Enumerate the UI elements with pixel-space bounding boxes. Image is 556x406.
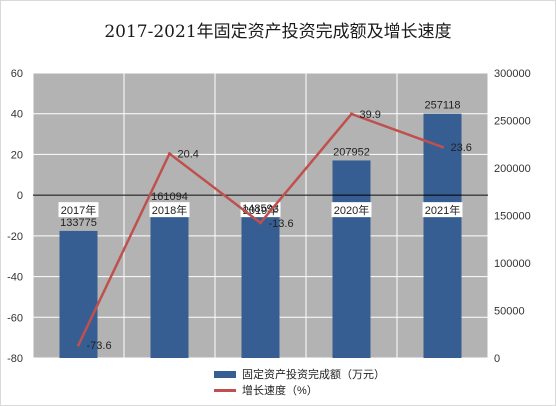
- line-point: [77, 343, 80, 347]
- legend-label-bar: 固定资产投资完成额（万元）: [242, 369, 385, 381]
- category-label-bg: [422, 202, 463, 218]
- y-left-tick-label: -80: [7, 353, 23, 365]
- legend-label-line: 增长速度（%）: [242, 385, 318, 397]
- y-left-tick-label: -40: [7, 272, 23, 284]
- line-data-label: -13.6: [269, 218, 294, 230]
- y-left-tick-label: -20: [7, 231, 23, 243]
- bar-data-label: 257118: [425, 100, 461, 112]
- y-left-tick-label: -60: [7, 312, 23, 324]
- line-point: [259, 221, 262, 225]
- legend-item-bar: 固定资产投资完成额（万元）: [214, 366, 414, 382]
- bar-data-label: 133775: [60, 217, 97, 229]
- bar: [59, 230, 98, 358]
- line-point: [168, 152, 171, 156]
- legend-swatch-bar: [214, 370, 236, 378]
- bar: [423, 113, 462, 358]
- chart-title: 2017-2021年固定资产投资完成额及增长速度: [104, 22, 452, 42]
- bar-data-label: 161094: [151, 191, 188, 203]
- y-right-tick-label: 0: [494, 353, 500, 365]
- x-tick-label: 2017年: [61, 203, 96, 217]
- line-point: [441, 145, 444, 149]
- y-right-tick-label: 50000: [494, 306, 525, 318]
- y-right-tick-label: 150000: [494, 211, 531, 223]
- line-data-label: 23.6: [451, 142, 472, 154]
- bar: [150, 204, 189, 358]
- x-tick-label: 2020年: [334, 203, 369, 217]
- category-label-bg: [331, 202, 372, 218]
- line-data-label: -73.6: [87, 340, 112, 352]
- bar-data-label: 207952: [333, 146, 370, 158]
- y-right-tick-label: 100000: [494, 258, 531, 270]
- line-data-label: 20.4: [178, 149, 199, 161]
- x-tick-label: 2018年: [152, 203, 187, 217]
- y-left-tick-label: 0: [17, 190, 23, 202]
- legend-item-line: 增长速度（%）: [214, 382, 414, 398]
- x-tick-label: 2021年: [425, 203, 460, 217]
- y-right-tick-label: 300000: [494, 68, 531, 80]
- bar: [332, 160, 371, 358]
- line-point: [350, 112, 353, 116]
- bar: [241, 216, 280, 358]
- y-left-tick-label: 40: [11, 109, 23, 121]
- category-label-bg: [240, 202, 281, 218]
- category-label-bg: [58, 202, 99, 218]
- line-data-label: 39.9: [360, 109, 381, 121]
- y-right-tick-label: 250000: [494, 116, 531, 128]
- y-left-tick-label: 60: [11, 68, 23, 80]
- y-left-tick-label: 20: [11, 149, 23, 161]
- legend-swatch-line: [214, 388, 236, 392]
- category-label-bg: [149, 202, 190, 218]
- y-right-tick-label: 200000: [494, 163, 531, 175]
